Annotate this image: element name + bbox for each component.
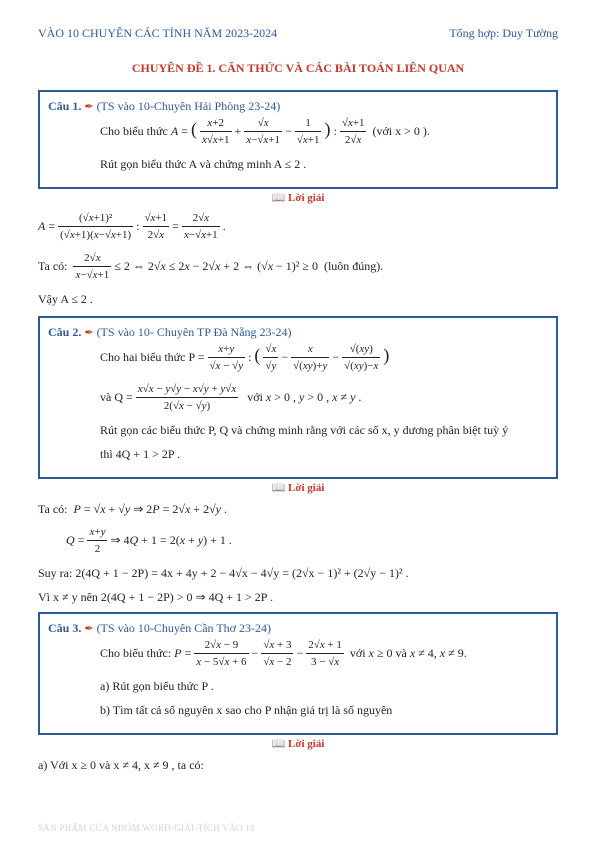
solution-3-label: 📖 Lời giải xyxy=(38,737,558,750)
problem-3-box: Câu 3. ✒ (TS vào 10-Chuyên Cần Thơ 23-24… xyxy=(38,612,558,735)
problem-2-source: (TS vào 10- Chuyên TP Đà Nẵng 23-24) xyxy=(97,325,292,339)
book-icon: 📖 xyxy=(272,482,286,494)
problem-3-b: b) Tìm tất cả số nguyên x sao cho P nhận… xyxy=(100,701,548,719)
solution-1-line3: Vậy A ≤ 2 . xyxy=(38,290,558,308)
problem-1-heading: Câu 1. ✒ (TS vào 10-Chuyên Hải Phòng 23-… xyxy=(48,98,548,115)
problem-1-source: (TS vào 10-Chuyên Hải Phòng 23-24) xyxy=(97,99,281,113)
problem-1-line1: Cho biểu thức A = ( x+2x√x+1 + √xx−√x+1 … xyxy=(100,115,548,149)
problem-3-heading: Câu 3. ✒ (TS vào 10-Chuyên Cần Thơ 23-24… xyxy=(48,620,548,637)
header-left: VÀO 10 CHUYÊN CÁC TỈNH NĂM 2023-2024 xyxy=(38,26,277,41)
solution-2-l4: Vì x ≠ y nên 2(4Q + 1 − 2P) > 0 ⇒ 4Q + 1… xyxy=(38,588,558,606)
header: VÀO 10 CHUYÊN CÁC TỈNH NĂM 2023-2024 Tổn… xyxy=(38,26,558,41)
solution-1-line2: Ta có: 2√xx−√x+1 ≤ 2 ⇔ 2√x ≤ 2x − 2√x + … xyxy=(38,250,558,284)
problem-3-label: Câu 3. xyxy=(48,621,81,635)
footer-watermark: SẢN PHẨM CỦA NHÓM WORD-GIẢI-TÍCH VÀO 10 xyxy=(38,823,255,833)
solution-1-eqA: A = (√x+1)²(√x+1)(x−√x+1) : √x+12√x = 2√… xyxy=(38,210,558,244)
solution-2-l2: Q = x+y2 ⇒ 4Q + 1 = 2(x + y) + 1 . xyxy=(66,524,558,558)
book-icon: 📖 xyxy=(272,192,286,204)
chapter-title: CHUYÊN ĐỀ 1. CĂN THỨC VÀ CÁC BÀI TOÁN LI… xyxy=(38,61,558,76)
problem-2-label: Câu 2. xyxy=(48,325,81,339)
problem-2-lineQ: và Q = x√x − y√y − x√y + y√x2(√x − √y) v… xyxy=(100,381,548,415)
book-icon: 📖 xyxy=(272,738,286,750)
problem-3-line1: Cho biểu thức: P = 2√x − 9x − 5√x + 6 − … xyxy=(100,637,548,671)
problem-3-source: (TS vào 10-Chuyên Cần Thơ 23-24) xyxy=(97,621,271,635)
problem-2-line3a: Rút gọn các biểu thức P, Q và chứng minh… xyxy=(100,421,548,439)
after-3: a) Với x ≥ 0 và x ≠ 4, x ≠ 9 , ta có: xyxy=(38,756,558,774)
pen-icon: ✒ xyxy=(84,100,93,115)
problem-2-box: Câu 2. ✒ (TS vào 10- Chuyên TP Đà Nẵng 2… xyxy=(38,316,558,479)
problem-2-line3b: thì 4Q + 1 > 2P . xyxy=(100,445,548,463)
pen-icon: ✒ xyxy=(84,326,93,341)
pen-icon: ✒ xyxy=(84,622,93,637)
solution-2-l3: Suy ra: 2(4Q + 1 − 2P) = 4x + 4y + 2 − 4… xyxy=(38,564,558,582)
problem-3-a: a) Rút gọn biểu thức P . xyxy=(100,677,548,695)
problem-2-heading: Câu 2. ✒ (TS vào 10- Chuyên TP Đà Nẵng 2… xyxy=(48,324,548,341)
header-right: Tổng hợp: Duy Tường xyxy=(449,26,558,41)
solution-2-l1: Ta có: P = √x + √y ⇒ 2P = 2√x + 2√y . xyxy=(38,500,558,518)
problem-1-label: Câu 1. xyxy=(48,99,81,113)
problem-2-lineP: Cho hai biểu thức P = x+y√x − √y : ( √x√… xyxy=(100,341,548,375)
page: VÀO 10 CHUYÊN CÁC TỈNH NĂM 2023-2024 Tổn… xyxy=(0,0,596,849)
problem-1-box: Câu 1. ✒ (TS vào 10-Chuyên Hải Phòng 23-… xyxy=(38,90,558,189)
solution-2-label: 📖 Lời giải xyxy=(38,481,558,494)
problem-1-line2: Rút gọn biểu thức A và chứng minh A ≤ 2 … xyxy=(100,155,548,173)
solution-1-label: 📖 Lời giải xyxy=(38,191,558,204)
